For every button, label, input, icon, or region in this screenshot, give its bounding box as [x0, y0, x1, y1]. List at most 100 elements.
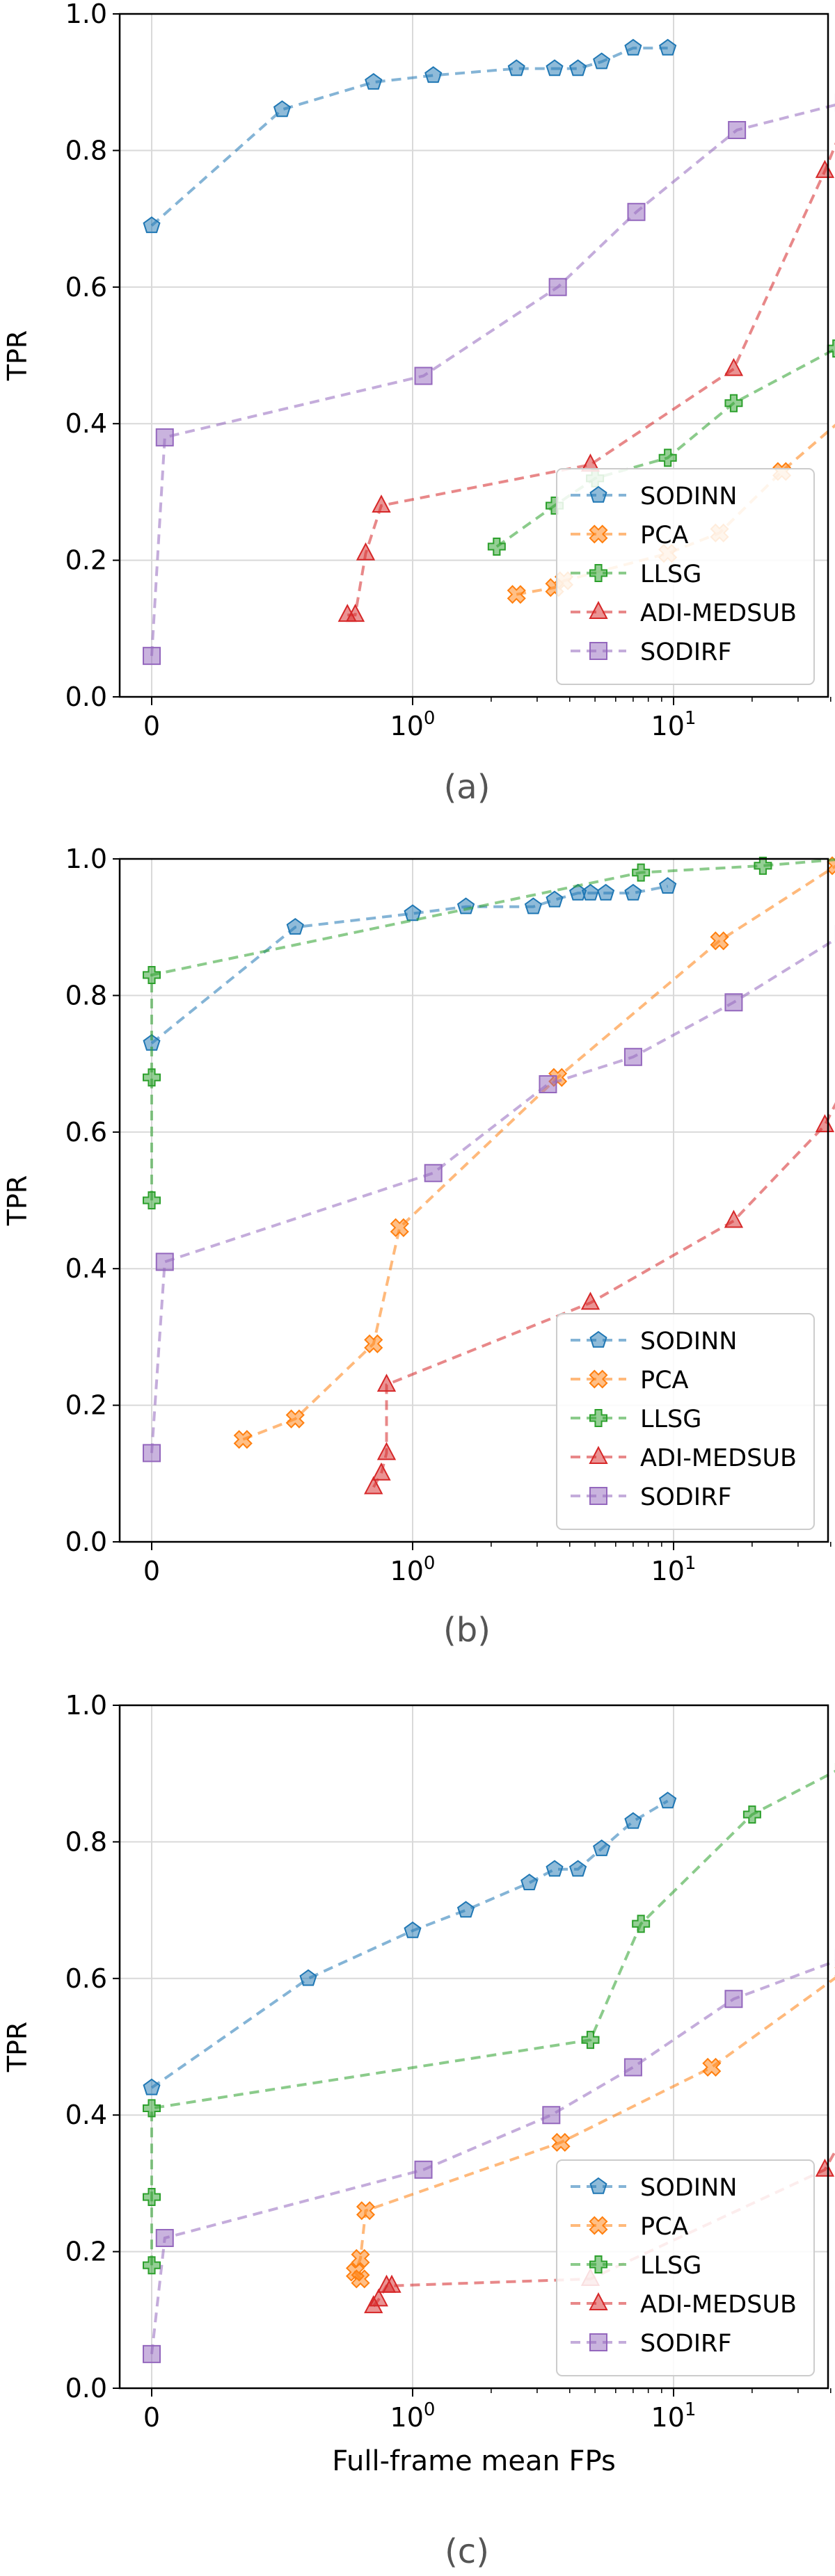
chart-panel-1: 0.00.20.40.60.81.00100101102TPRSODINNPCA… — [2, 844, 835, 1650]
data-point-pca — [551, 2132, 571, 2152]
data-point-sodinn — [568, 59, 587, 77]
data-point-sodinn — [659, 877, 677, 894]
data-point-adi-medsub — [815, 2158, 835, 2177]
legend-box — [556, 1313, 815, 1530]
data-point-sodirf — [724, 1990, 743, 2009]
x-tick-label: 101 — [651, 2399, 697, 2433]
data-point-llsg — [143, 2188, 161, 2207]
x-axis-label: Full-frame mean FPs — [332, 2445, 616, 2477]
y-tick-label: 0.8 — [65, 980, 107, 1011]
y-tick-label: 1.0 — [65, 1690, 107, 1721]
data-point-adi-medsub — [376, 1374, 397, 1392]
x-tick-label: 101 — [651, 1553, 697, 1586]
series-line-llsg — [150, 858, 835, 1200]
data-point-sodinn — [404, 904, 422, 921]
data-point-llsg — [143, 1191, 161, 1209]
data-point-pca — [233, 1430, 253, 1449]
series-line-sodirf — [150, 1960, 835, 2355]
y-tick-label: 0.6 — [65, 1117, 107, 1148]
data-point-pca — [710, 931, 729, 951]
chart-panel-0: 0.00.20.40.60.81.00100101102TPRSODINNPCA… — [2, 0, 835, 807]
data-point-pca — [390, 1218, 409, 1237]
series-line-llsg — [150, 1769, 835, 2266]
legend-marker-pca — [589, 1369, 608, 1389]
data-point-sodinn — [424, 66, 443, 83]
data-point-pca — [702, 2057, 722, 2077]
data-point-sodirf — [414, 367, 433, 385]
panel-label: (a) — [444, 768, 491, 807]
y-tick-label: 0.0 — [65, 1527, 107, 1557]
data-point-llsg — [143, 1068, 161, 1087]
data-point-pca — [507, 585, 526, 604]
data-point-pca — [356, 2201, 376, 2221]
data-point-adi-medsub — [376, 1442, 397, 1460]
data-point-llsg — [581, 2031, 600, 2050]
legend-label-pca: PCA — [640, 522, 689, 549]
y-tick-label: 0.8 — [65, 1826, 107, 1857]
data-point-pca — [827, 856, 835, 876]
data-point-sodirf — [623, 1047, 642, 1066]
data-point-sodinn — [593, 1839, 611, 1856]
data-point-sodinn — [597, 883, 615, 901]
chart-panel-2: 0.00.20.40.60.81.00100101102TPRFull-fram… — [2, 1690, 835, 2571]
data-point-sodirf — [542, 2106, 561, 2125]
legend-marker-sodinn — [589, 1330, 607, 1348]
legend-label-sodirf: SODIRF — [640, 1483, 732, 1511]
legend-marker-llsg — [589, 1409, 607, 1427]
data-point-llsg — [487, 537, 506, 556]
data-point-sodinn — [593, 52, 611, 70]
legend-label-adi-medsub: ADI-MEDSUB — [640, 599, 797, 627]
data-point-llsg — [143, 2256, 161, 2275]
y-tick-label: 0.8 — [65, 135, 107, 166]
legend-marker-llsg — [589, 2255, 607, 2273]
y-tick-label: 0.0 — [65, 682, 107, 712]
y-axis-label: TPR — [2, 2022, 33, 2073]
y-axis-label: TPR — [2, 1175, 33, 1227]
data-point-pca — [285, 1409, 305, 1428]
legend: SODINN PCA LLSG ADI-MEDSUB SODIRF — [556, 468, 815, 685]
data-point-sodinn — [143, 216, 161, 234]
data-point-sodinn — [568, 1860, 587, 1877]
legend: SODINN PCA LLSG ADI-MEDSUB SODIRF — [556, 2159, 815, 2376]
data-point-pca — [345, 2262, 365, 2282]
data-point-sodinn — [624, 1812, 642, 1829]
panel-label: (b) — [443, 1611, 491, 1650]
legend-marker-sodirf — [589, 642, 607, 660]
data-point-llsg — [827, 339, 835, 358]
legend-marker-sodinn — [589, 2177, 607, 2194]
data-point-sodirf — [627, 202, 646, 221]
legend-label-sodinn: SODINN — [640, 483, 737, 510]
data-point-sodinn — [507, 59, 525, 77]
legend-marker-sodinn — [589, 485, 607, 503]
data-point-sodirf — [623, 2058, 642, 2077]
data-point-sodinn — [299, 1969, 317, 1986]
legend-box — [556, 2159, 815, 2376]
data-point-sodirf — [155, 2228, 174, 2247]
legend-marker-adi-medsub — [589, 601, 608, 619]
y-tick-label: 1.0 — [65, 0, 107, 29]
legend-marker-sodirf — [589, 2333, 607, 2351]
data-point-sodinn — [546, 59, 564, 77]
x-tick-label: 0 — [143, 711, 160, 741]
data-point-adi-medsub — [372, 1462, 391, 1481]
y-tick-label: 0.4 — [65, 408, 107, 439]
legend-label-llsg: LLSG — [640, 2252, 701, 2280]
data-point-sodinn — [404, 1921, 422, 1938]
legend-label-adi-medsub: ADI-MEDSUB — [640, 1444, 797, 1472]
series-line-sodinn — [150, 47, 668, 227]
legend: SODINN PCA LLSG ADI-MEDSUB SODIRF — [556, 1313, 815, 1530]
legend-marker-sodirf — [589, 1487, 607, 1505]
data-point-sodirf — [143, 647, 161, 666]
y-tick-label: 0.4 — [65, 2100, 107, 2130]
y-tick-label: 0.2 — [65, 545, 107, 576]
data-point-adi-medsub — [815, 159, 835, 178]
data-point-llsg — [632, 863, 651, 882]
legend-label-sodinn: SODINN — [640, 1328, 737, 1355]
data-point-sodinn — [624, 38, 642, 56]
data-point-sodirf — [724, 993, 743, 1012]
data-point-adi-medsub — [724, 357, 744, 376]
data-point-sodinn — [524, 897, 542, 915]
legend-label-pca: PCA — [640, 1367, 689, 1394]
data-point-llsg — [724, 394, 743, 412]
legend-label-llsg: LLSG — [640, 1406, 701, 1433]
